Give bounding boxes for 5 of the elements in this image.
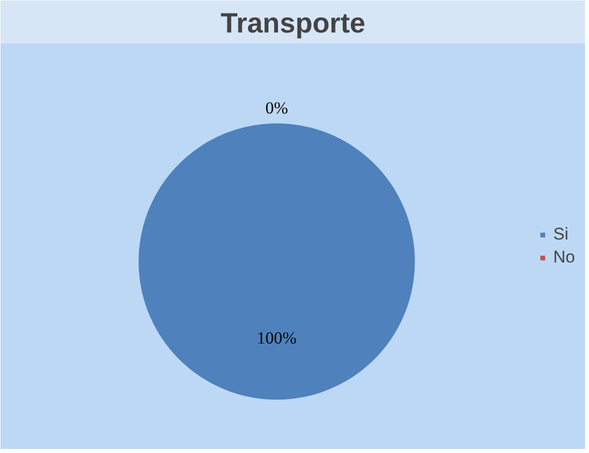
data-label: 100%: [256, 328, 297, 348]
chart-title: Transporte: [220, 8, 366, 38]
legend-label: No: [553, 248, 575, 268]
legend-label: Si: [553, 224, 570, 244]
text: 0%: [265, 98, 288, 118]
